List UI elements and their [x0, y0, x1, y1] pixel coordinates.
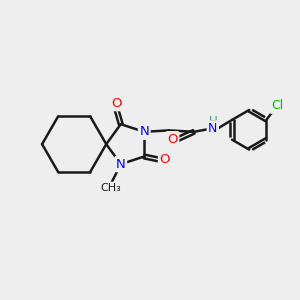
- Text: N: N: [140, 125, 149, 138]
- Text: CH₃: CH₃: [100, 183, 121, 193]
- Text: N: N: [116, 158, 126, 171]
- Text: O: O: [159, 153, 170, 166]
- Text: O: O: [167, 133, 178, 146]
- Text: N: N: [208, 122, 218, 135]
- Text: O: O: [111, 97, 122, 110]
- Text: H: H: [208, 116, 217, 128]
- Text: Cl: Cl: [272, 99, 284, 112]
